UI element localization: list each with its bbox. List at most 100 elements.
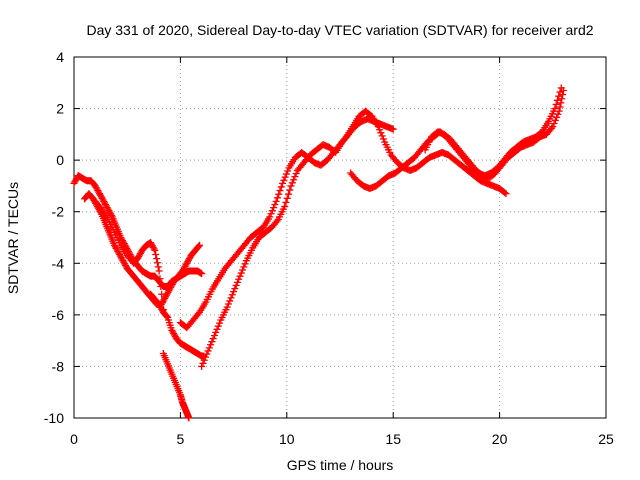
data-point-fill (501, 189, 509, 197)
data-point (287, 182, 295, 190)
data-point-fill (550, 120, 558, 128)
data-point-fill (267, 210, 275, 218)
data-point-fill (214, 322, 222, 330)
data-point-fill (158, 290, 166, 298)
data-point-fill (558, 95, 566, 103)
series-trace-g (198, 115, 397, 370)
data-point-fill (228, 291, 236, 299)
data-point (185, 414, 193, 422)
data-point-fill (281, 173, 289, 181)
chart-title: Day 331 of 2020, Sidereal Day-to-day VTE… (86, 22, 593, 38)
series-trace-i (421, 87, 567, 182)
data-point-fill (557, 99, 565, 107)
data-point (196, 241, 204, 249)
data-point-fill (286, 186, 294, 194)
data-point-fill (552, 100, 560, 108)
data-point-fill (273, 217, 281, 225)
data-point-fill (194, 310, 202, 318)
data-point-fill (202, 353, 210, 361)
data-point (151, 246, 159, 254)
data-point-fill (553, 113, 561, 121)
data-point-fill (152, 251, 160, 259)
axis-ticks: 0 5 10 15 20 25 -10 -8 -6 -4 -2 0 2 4 (44, 49, 614, 447)
y-tick-label: 4 (56, 49, 64, 65)
data-point-fill (290, 176, 298, 184)
data-point-fill (156, 275, 164, 283)
data-point (198, 270, 206, 278)
data-point-fill (241, 260, 249, 268)
data-point (223, 303, 231, 311)
data-point-fill (277, 183, 285, 191)
data-point-fill (209, 335, 217, 343)
data-point-fill (235, 275, 243, 283)
data-point-fill (291, 173, 299, 181)
data-point-fill (163, 312, 171, 320)
data-point (236, 272, 244, 280)
y-tick-label: -2 (52, 204, 65, 220)
x-tick-label: 15 (385, 431, 401, 447)
data-point-fill (377, 129, 385, 137)
data-point (266, 213, 274, 221)
data-point-fill (205, 344, 213, 352)
data-point (279, 179, 287, 187)
grid (74, 57, 606, 418)
data-point-fill (232, 281, 240, 289)
data-point-fill (559, 91, 567, 99)
data-point-fill (153, 259, 161, 267)
series-trace-d (147, 290, 208, 360)
data-point-fill (199, 359, 207, 367)
data-point (502, 190, 510, 198)
data-point-fill (154, 263, 162, 271)
data-point-fill (376, 126, 384, 134)
data-point-fill (285, 190, 293, 198)
data-point-fill (268, 207, 276, 215)
series-trace-c (91, 197, 167, 314)
data-point-fill (240, 263, 248, 271)
data-point-fill (200, 356, 208, 364)
y-tick-label: 2 (56, 101, 64, 117)
data-point-fill (216, 319, 224, 327)
series-trace-h (347, 84, 565, 193)
data-point-fill (207, 341, 215, 349)
data-point-fill (271, 200, 279, 208)
data-point-fill (157, 282, 165, 290)
series-trace-e (159, 350, 193, 422)
data-point (204, 347, 212, 355)
data-point-fill (96, 204, 104, 212)
data-point-fill (292, 170, 300, 178)
x-tick-label: 25 (598, 431, 614, 447)
data-point (281, 203, 289, 211)
data-point-fill (150, 245, 158, 253)
data-point-fill (212, 328, 220, 336)
data-point (198, 362, 206, 370)
y-tick-label: -10 (44, 410, 64, 426)
data-point-fill (283, 194, 291, 202)
data-point (230, 288, 238, 296)
data-point-fill (556, 103, 564, 111)
data-point-fill (107, 211, 115, 219)
x-tick-label: 20 (492, 431, 508, 447)
data-point (551, 105, 559, 113)
data-point-fill (282, 198, 290, 206)
data-point-fill (275, 190, 283, 198)
data-point-fill (233, 278, 241, 286)
data-point-fill (239, 266, 247, 274)
x-axis-label: GPS time / hours (287, 457, 394, 473)
data-point-fill (231, 285, 239, 293)
data-point (549, 123, 557, 131)
data-point (389, 125, 397, 133)
data-point-fill (551, 116, 559, 124)
y-tick-label: 0 (56, 152, 64, 168)
data-point-fill (224, 300, 232, 308)
data-point-fill (280, 176, 288, 184)
data-point-fill (273, 194, 281, 202)
data-point-fill (195, 242, 203, 250)
y-tick-label: -6 (52, 307, 65, 323)
data-point-fill (548, 124, 556, 132)
data-point (559, 87, 567, 95)
data-point-fill (237, 269, 245, 277)
data-point-fill (282, 170, 290, 178)
data-point-fill (203, 350, 211, 358)
plot-frame (73, 56, 607, 419)
